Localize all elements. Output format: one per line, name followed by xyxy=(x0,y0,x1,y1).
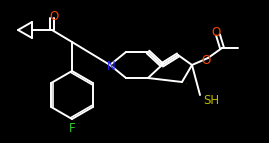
Text: SH: SH xyxy=(203,94,219,107)
Text: O: O xyxy=(211,26,221,39)
Text: N: N xyxy=(107,59,115,73)
Text: O: O xyxy=(201,53,211,66)
Text: F: F xyxy=(69,122,75,135)
Text: O: O xyxy=(49,9,59,22)
